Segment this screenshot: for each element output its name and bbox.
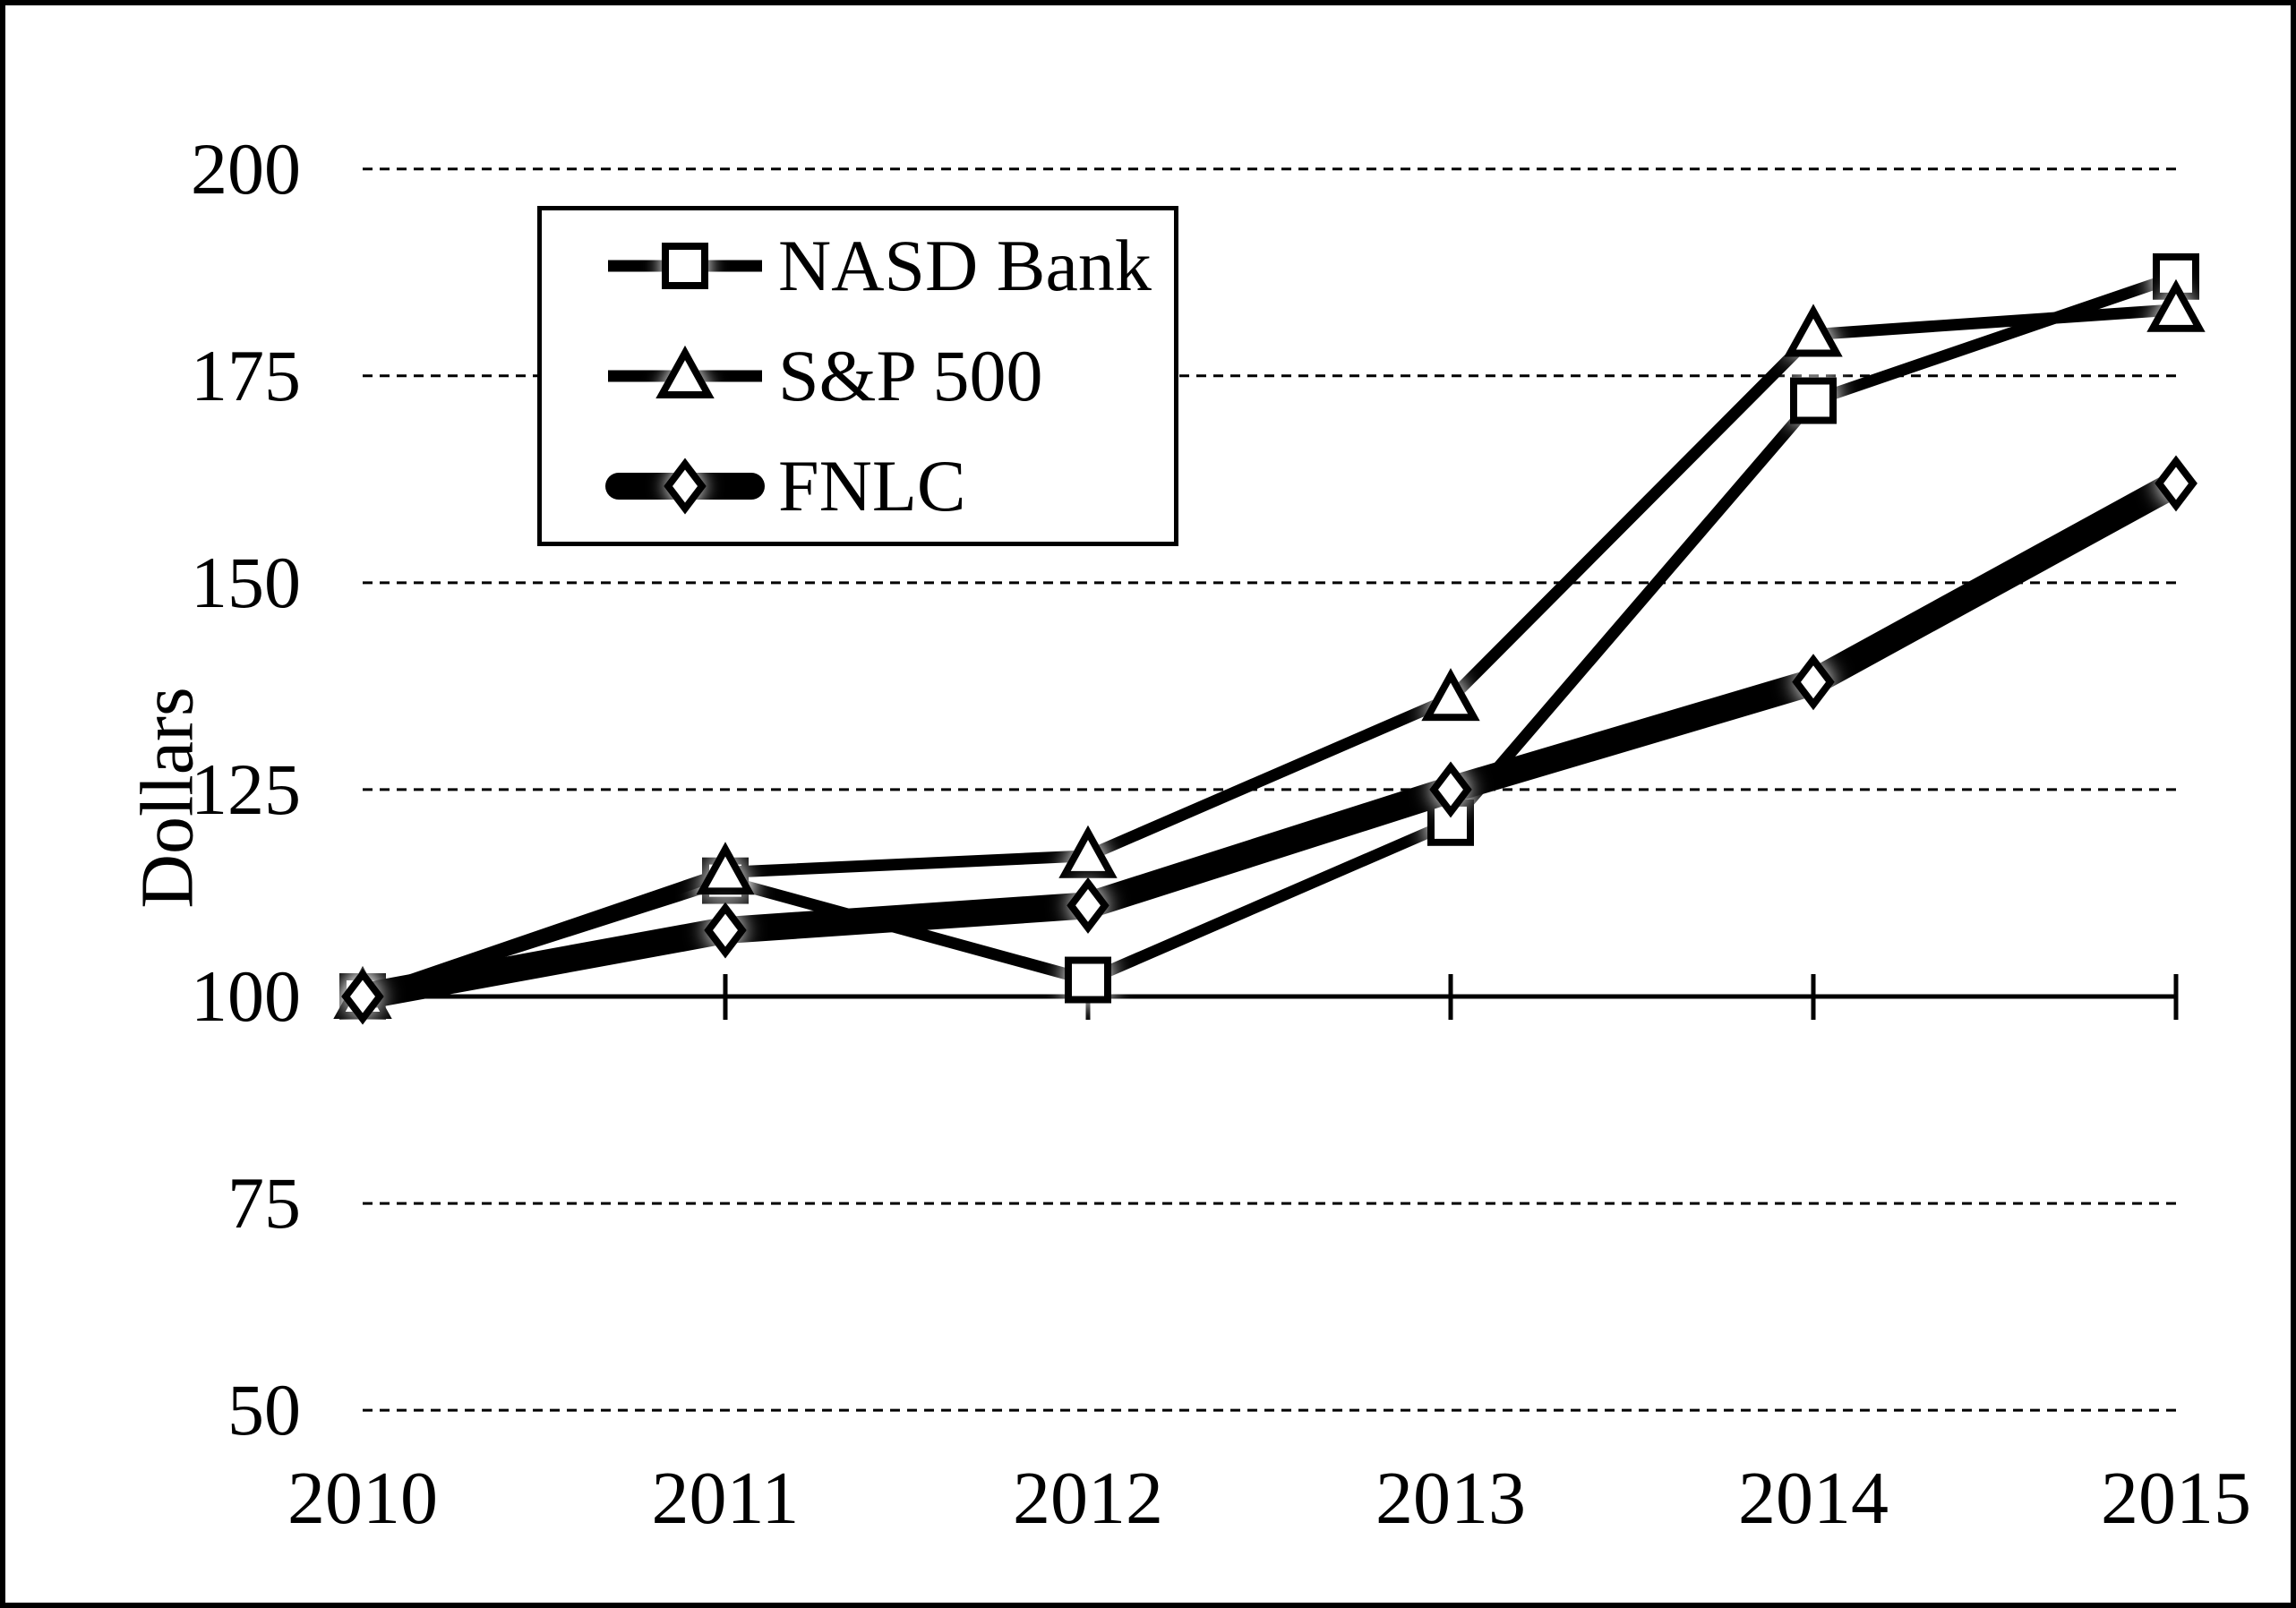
- diamond-marker: [663, 458, 707, 515]
- triangle-marker: [1421, 667, 1480, 722]
- y-tick-label-150: 150: [191, 541, 301, 623]
- x-tick-label-2015: 2015: [2101, 1457, 2251, 1540]
- legend-label: NASD Bank: [778, 224, 1152, 306]
- x-tick-label-2012: 2012: [1013, 1457, 1163, 1540]
- series-line: [361, 270, 2179, 1003]
- triangle-marker: [2146, 278, 2206, 332]
- data-series-layer: [333, 252, 2206, 1025]
- diamond-marker: [1428, 761, 1473, 818]
- legend-key-square-icon: [608, 242, 762, 289]
- y-axis-title: Dollars: [125, 687, 210, 909]
- legend: NASD Bank S&P 500 FNLC: [537, 206, 1178, 546]
- series-line: [349, 469, 2189, 1010]
- triangle-marker: [1784, 304, 1843, 357]
- x-tick-label-2013: 2013: [1375, 1457, 1526, 1540]
- triangle-marker: [655, 345, 715, 398]
- square-marker: [1065, 956, 1111, 1004]
- legend-key-diamond-icon: [605, 458, 765, 515]
- diamond-marker: [2154, 455, 2198, 512]
- series-line: [360, 304, 2177, 1003]
- diamond-marker: [340, 968, 385, 1025]
- x-tick-label-2010: 2010: [287, 1457, 438, 1540]
- y-tick-label-50: 50: [227, 1369, 301, 1451]
- square-marker: [1790, 377, 1837, 424]
- series-fnlc: [340, 455, 2198, 1025]
- y-tick-label-125: 125: [191, 748, 301, 830]
- x-tick-label-2014: 2014: [1738, 1457, 1889, 1540]
- legend-label: S&P 500: [778, 334, 1043, 416]
- legend-item-nasd-bank: NASD Bank: [604, 217, 1174, 315]
- y-tick-label-175: 175: [191, 334, 301, 416]
- diamond-marker: [703, 902, 748, 959]
- y-tick-label-200: 200: [191, 127, 301, 210]
- x-axis: [360, 974, 2179, 1020]
- y-tick-label-75: 75: [227, 1162, 301, 1244]
- x-tick-label-2011: 2011: [651, 1457, 800, 1540]
- triangle-marker: [696, 842, 755, 895]
- y-gridlines: [363, 167, 2176, 1412]
- diamond-marker: [1066, 877, 1110, 934]
- legend-label: FNLC: [778, 445, 966, 527]
- legend-item-fnlc: FNLC: [604, 437, 1174, 535]
- y-tick-label-100: 100: [191, 955, 301, 1037]
- legend-key-triangle-icon: [608, 345, 762, 398]
- square-marker: [662, 242, 708, 289]
- triangle-marker: [1058, 825, 1118, 878]
- legend-item-s-p-500: S&P 500: [604, 327, 1174, 425]
- diamond-marker: [1791, 654, 1836, 711]
